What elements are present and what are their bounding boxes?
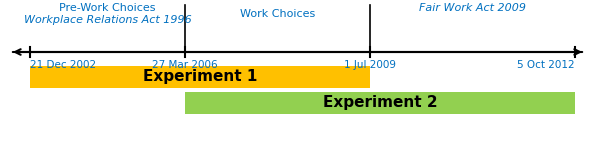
Bar [30,66,370,88]
Text: Workplace Relations Act 1996: Workplace Relations Act 1996 [23,15,191,25]
Text: Pre-Work Choices: Pre-Work Choices [59,3,156,13]
Bar [185,92,575,114]
Text: Work Choices: Work Choices [240,9,315,19]
Text: 21 Dec 2002: 21 Dec 2002 [30,60,96,70]
Text: 1 Jul 2009: 1 Jul 2009 [344,60,396,70]
Text: Fair Work Act 2009: Fair Work Act 2009 [419,3,526,13]
Text: 5 Oct 2012: 5 Oct 2012 [517,60,575,70]
Text: Experiment 1: Experiment 1 [143,69,257,85]
Text: 27 Mar 2006: 27 Mar 2006 [152,60,218,70]
Text: Experiment 2: Experiment 2 [323,96,437,110]
